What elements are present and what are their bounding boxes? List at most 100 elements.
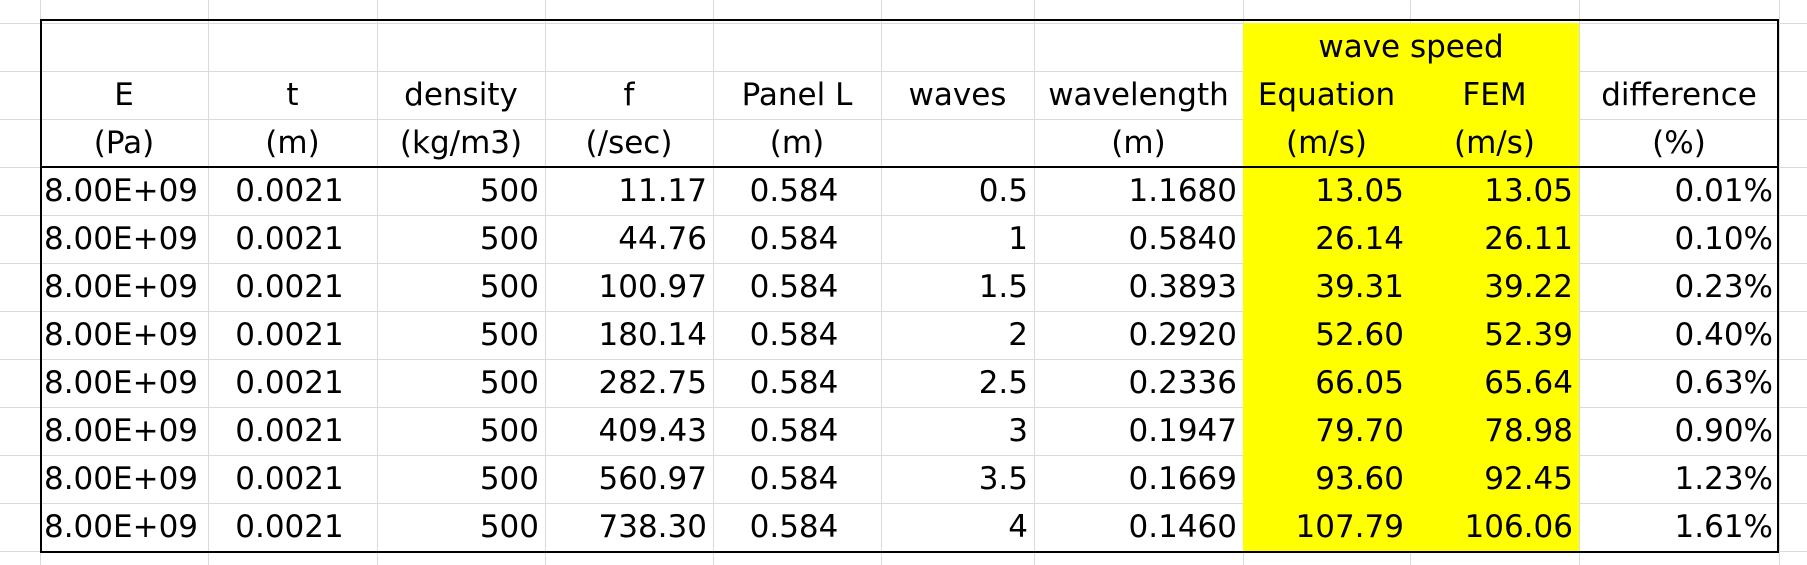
wave-speed-highlight [1243,23,1579,551]
table-cell: 39.31 [1315,269,1404,305]
table-cell: 500 [479,509,539,545]
table-cell: 1.5 [978,269,1028,305]
table-cell: 13.05 [1315,173,1404,209]
group-header-wave-speed: wave speed [1318,29,1504,65]
sheet-gridline-horizontal [0,71,1807,72]
table-cell: 1.23% [1674,461,1773,497]
sheet-gridline-horizontal [0,23,1807,24]
table-cell: 0.2336 [1128,365,1237,401]
table-cell: 500 [479,269,539,305]
table-cell: 0.40% [1674,317,1773,353]
table-cell: 0.0021 [235,413,344,449]
table-cell: 0.584 [749,173,839,209]
table-cell: 8.00E+09 [43,317,199,353]
column-unit: (m/s) [1286,125,1367,161]
table-cell: 8.00E+09 [43,269,199,305]
table-cell: 0.2920 [1128,317,1237,353]
table-cell: 180.14 [598,317,707,353]
table-cell: 0.10% [1674,221,1773,257]
table-cell: 0.584 [749,221,839,257]
header-divider [40,166,1779,168]
table-cell: 4 [1008,509,1028,545]
column-unit: (/sec) [585,125,673,161]
sheet-gridline-horizontal [0,359,1807,360]
column-header: wavelength [1048,77,1229,113]
table-cell: 0.1460 [1128,509,1237,545]
table-cell: 1.1680 [1128,173,1237,209]
table-cell: 0.5840 [1128,221,1237,257]
table-cell: 0.584 [749,509,839,545]
table-cell: 100.97 [598,269,707,305]
table-cell: 8.00E+09 [43,173,199,209]
table-cell: 0.0021 [235,317,344,353]
table-cell: 0.0021 [235,509,344,545]
column-unit: (%) [1652,125,1706,161]
table-cell: 0.1669 [1128,461,1237,497]
table-cell: 2 [1008,317,1028,353]
column-header: FEM [1462,77,1527,113]
table-cell: 1 [1008,221,1028,257]
sheet-gridline-horizontal [0,311,1807,312]
table-cell: 0.23% [1674,269,1773,305]
table-cell: 0.584 [749,461,839,497]
table-cell: 3 [1008,413,1028,449]
column-header: Panel L [741,77,853,113]
table-cell: 0.01% [1674,173,1773,209]
table-cell: 106.06 [1464,509,1573,545]
table-cell: 0.0021 [235,269,344,305]
table-border [40,19,1779,553]
sheet-gridline-horizontal [0,263,1807,264]
table-cell: 500 [479,221,539,257]
column-unit: (m) [769,125,825,161]
sheet-gridline-vertical [881,0,882,565]
column-header: Equation [1257,77,1396,113]
table-cell: 79.70 [1315,413,1404,449]
table-cell: 0.584 [749,413,839,449]
table-cell: 52.39 [1484,317,1573,353]
table-cell: 52.60 [1315,317,1404,353]
column-header: t [286,77,299,113]
table-cell: 500 [479,461,539,497]
table-cell: 0.90% [1674,413,1773,449]
sheet-gridline-horizontal [0,119,1807,120]
column-unit: (m/s) [1454,125,1535,161]
column-unit: (m) [265,125,320,161]
table-cell: 0.63% [1674,365,1773,401]
table-cell: 8.00E+09 [43,365,199,401]
column-header: f [623,77,635,113]
table-cell: 738.30 [598,509,707,545]
sheet-gridline-vertical [1779,0,1780,565]
column-header: density [404,77,518,113]
table-cell: 92.45 [1484,461,1573,497]
table-cell: 0.0021 [235,461,344,497]
sheet-gridline-vertical [545,0,546,565]
table-cell: 500 [479,365,539,401]
table-cell: 44.76 [618,221,707,257]
column-header: E [114,77,134,113]
sheet-gridline-horizontal [0,407,1807,408]
sheet-gridline-vertical [377,0,378,565]
table-cell: 500 [479,413,539,449]
table-cell: 93.60 [1315,461,1404,497]
table-cell: 8.00E+09 [43,221,199,257]
table-cell: 26.11 [1484,221,1573,257]
table-cell: 560.97 [598,461,707,497]
sheet-gridline-vertical [208,0,209,565]
table-cell: 8.00E+09 [43,461,199,497]
table-cell: 8.00E+09 [43,509,199,545]
sheet-gridline-horizontal [0,455,1807,456]
sheet-gridline-horizontal [0,503,1807,504]
table-cell: 0.0021 [235,365,344,401]
table-cell: 500 [479,173,539,209]
table-cell: 0.584 [749,269,839,305]
table-cell: 282.75 [598,365,707,401]
table-cell: 39.22 [1484,269,1573,305]
table-cell: 0.0021 [235,173,344,209]
column-unit: (m) [1111,125,1166,161]
table-cell: 409.43 [598,413,707,449]
table-cell: 0.3893 [1128,269,1237,305]
table-cell: 0.0021 [235,221,344,257]
table-cell: 0.584 [749,365,839,401]
table-cell: 0.5 [978,173,1028,209]
